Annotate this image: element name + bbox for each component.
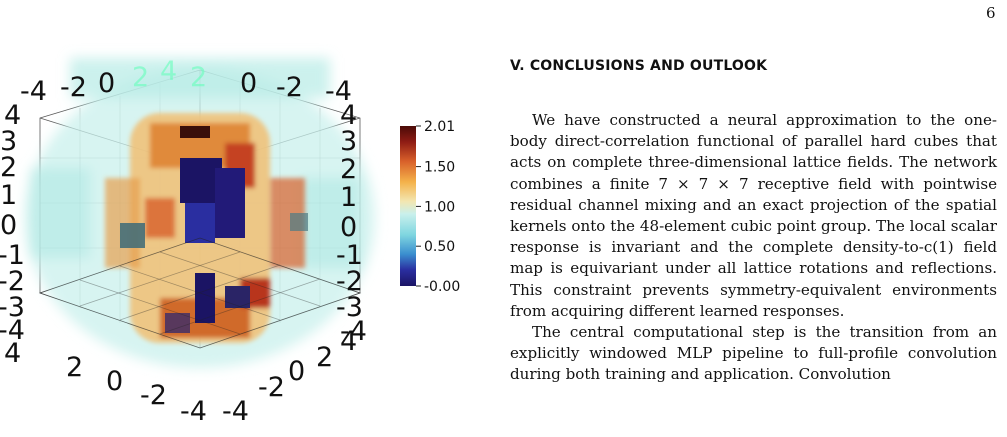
tick-label: 0 xyxy=(0,210,17,241)
voxel-core xyxy=(120,126,308,333)
tick-label: -1 xyxy=(336,240,363,271)
tick-label: 0 xyxy=(340,212,357,243)
colorbar-tick-label: -0.00 xyxy=(424,279,460,295)
tick-label: 2 xyxy=(316,342,333,373)
axis-right-labels: 4 3 2 1 0 -1 -2 -3 -4 xyxy=(336,100,367,347)
paragraph-2: The central computational step is the tr… xyxy=(510,323,997,384)
tick-label: 0 xyxy=(106,366,123,397)
tick-label: -3 xyxy=(0,292,25,323)
cube-density-figure: -4 -2 0 2 4 2 0 -2 -4 4 3 2 1 0 -1 -2 -3… xyxy=(0,28,470,437)
colorbar-ticks: 2.01 1.50 1.00 0.50 -0.00 xyxy=(416,119,460,295)
tick-label: -4 xyxy=(340,316,367,347)
axis-bottom-right-labels: -4 -2 0 2 4 xyxy=(222,326,357,427)
tick-label: -2 xyxy=(0,266,25,297)
tick-label: 4 xyxy=(4,338,21,369)
page-number: 6 xyxy=(986,4,996,22)
colorbar: 2.01 1.50 1.00 0.50 -0.00 xyxy=(400,119,460,295)
tick-label: -4 xyxy=(325,76,352,107)
tick-label: 4 xyxy=(340,100,357,131)
tick-label: -4 xyxy=(20,76,47,107)
axis-top-labels: -4 -2 0 2 4 2 0 -2 -4 xyxy=(20,56,352,107)
tick-label: 1 xyxy=(340,182,357,213)
tick-label: -2 xyxy=(276,72,303,103)
tick-label: 0 xyxy=(240,68,257,99)
colorbar-tick-label: 1.00 xyxy=(424,199,455,215)
colorbar-tick-label: 2.01 xyxy=(424,119,455,135)
tick-label: 4 xyxy=(340,326,357,357)
tick-label: -3 xyxy=(336,292,363,323)
paragraph-1: We have constructed a neural approximati… xyxy=(510,111,997,320)
tick-label: 2 xyxy=(132,62,149,93)
tick-label: 0 xyxy=(288,356,305,387)
tick-label: 0 xyxy=(98,68,115,99)
tick-label: 2 xyxy=(340,154,357,185)
tick-label: -2 xyxy=(336,266,363,297)
tick-label: 2 xyxy=(0,152,17,183)
tick-label: -4 xyxy=(180,396,207,427)
colorbar-tick-label: 1.50 xyxy=(424,160,455,176)
colorbar-tick-label: 0.50 xyxy=(424,239,455,255)
tick-label: 2 xyxy=(190,62,207,93)
figure-canvas: -4 -2 0 2 4 2 0 -2 -4 4 3 2 1 0 -1 -2 -3… xyxy=(0,56,460,427)
tick-label: 3 xyxy=(340,126,357,157)
tick-label: -2 xyxy=(258,372,285,403)
tick-label: 3 xyxy=(0,126,17,157)
cube-wireframe-front xyxy=(38,237,362,349)
tick-label: 1 xyxy=(0,180,17,211)
axis-bottom-left-labels: 2 0 -2 -4 xyxy=(66,352,207,427)
tick-label: 4 xyxy=(160,56,177,87)
tick-label: 4 xyxy=(4,100,21,131)
axis-left-labels: 4 3 2 1 0 -1 -2 -3 -4 4 xyxy=(0,100,25,369)
tick-label: -4 xyxy=(0,315,25,346)
tick-label: 2 xyxy=(66,352,83,383)
body-text: We have constructed a neural approximati… xyxy=(510,110,997,386)
tick-label: -1 xyxy=(0,240,25,271)
tick-label: -2 xyxy=(60,72,87,103)
colorbar-gradient xyxy=(400,126,416,286)
section-heading: V. CONCLUSIONS AND OUTLOOK xyxy=(510,58,768,74)
tick-label: -4 xyxy=(222,396,249,427)
tick-label: -2 xyxy=(140,380,167,411)
